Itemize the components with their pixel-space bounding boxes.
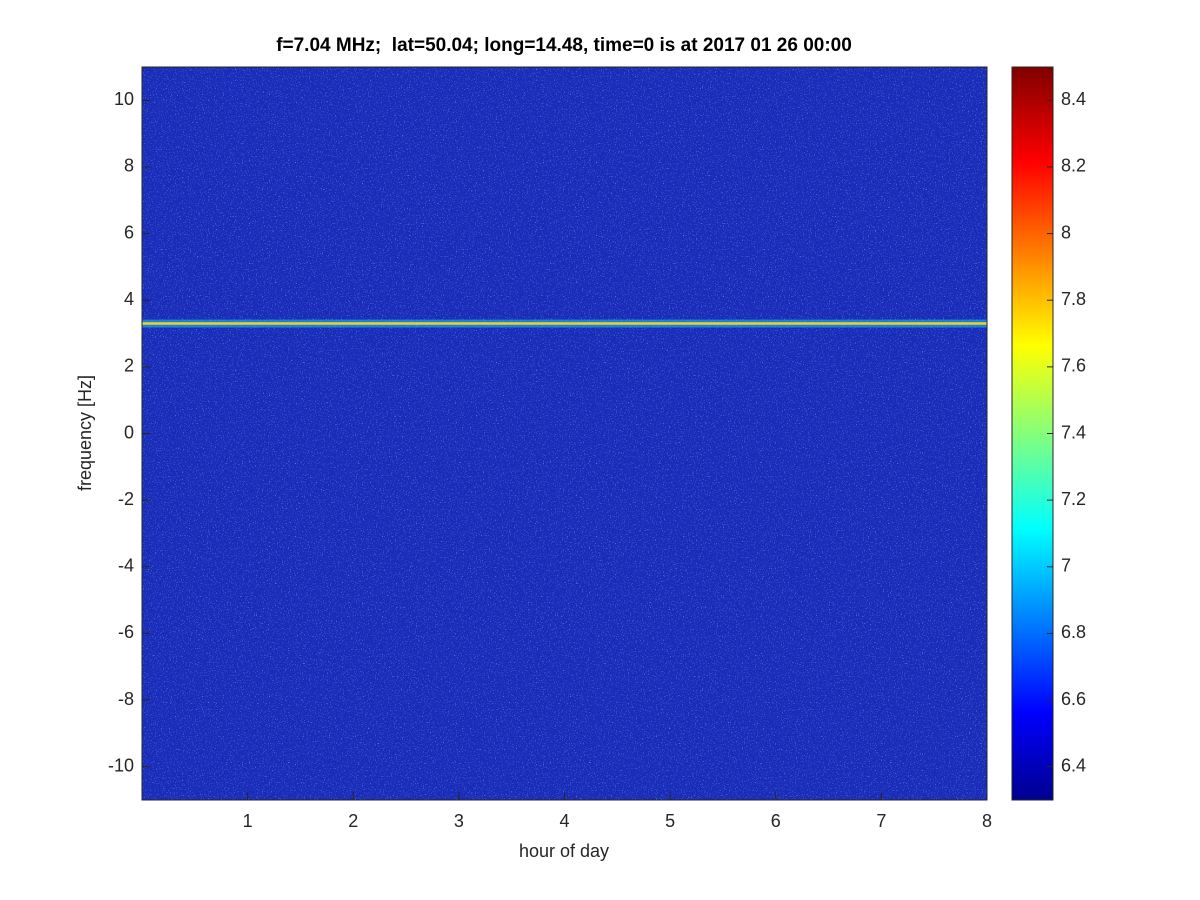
y-tick-label: -6 (118, 622, 134, 642)
colorbar-tick-label: 7.4 (1061, 422, 1086, 442)
y-tick-label: 4 (124, 289, 134, 309)
x-tick-label: 5 (665, 811, 675, 831)
y-tick-label: -8 (118, 689, 134, 709)
x-tick-label: 4 (559, 811, 569, 831)
colorbar-tick-label: 8 (1061, 222, 1071, 242)
colorbar-tick-label: 7.8 (1061, 289, 1086, 309)
y-tick-label: -10 (108, 755, 134, 775)
x-axis-label: hour of day (519, 841, 609, 861)
x-tick-label: 3 (454, 811, 464, 831)
y-tick-label: 0 (124, 422, 134, 442)
colorbar-tick-label: 6.4 (1061, 755, 1086, 775)
colorbar (1011, 66, 1054, 801)
colorbar-tick-label: 7.2 (1061, 489, 1086, 509)
spectrogram-noise (142, 67, 987, 800)
colorbar-tick-label: 7 (1061, 556, 1071, 576)
colorbar-tick-label: 7.6 (1061, 356, 1086, 376)
chart-title: f=7.04 MHz; lat=50.04; long=14.48, time=… (276, 35, 852, 56)
x-tick-label: 8 (982, 811, 992, 831)
y-tick-label: -2 (118, 489, 134, 509)
x-tick-label: 1 (243, 811, 253, 831)
colorbar-tick-label: 6.6 (1061, 689, 1086, 709)
y-axis-label: frequency [Hz] (75, 375, 95, 491)
y-tick-label: 10 (114, 89, 134, 109)
y-tick-label: 6 (124, 222, 134, 242)
colorbar-tick-label: 6.8 (1061, 622, 1086, 642)
y-tick-label: 8 (124, 156, 134, 176)
x-tick-label: 2 (348, 811, 358, 831)
colorbar-tick-label: 8.2 (1061, 156, 1086, 176)
x-tick-label: 6 (771, 811, 781, 831)
colorbar-tick-label: 8.4 (1061, 89, 1086, 109)
y-tick-label: -4 (118, 556, 134, 576)
y-tick-label: 2 (124, 356, 134, 376)
x-tick-label: 7 (876, 811, 886, 831)
